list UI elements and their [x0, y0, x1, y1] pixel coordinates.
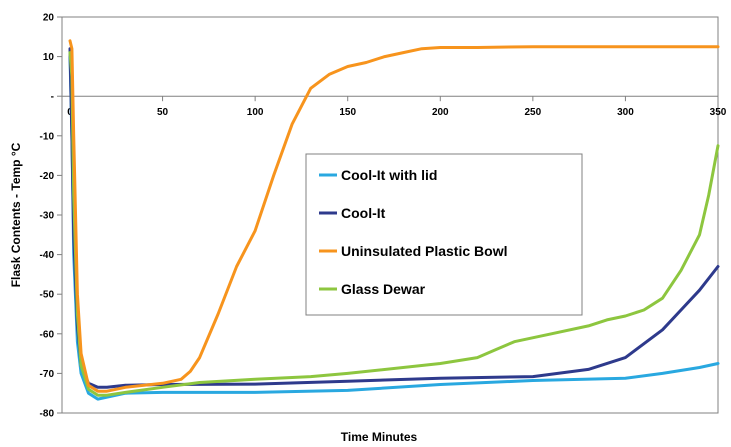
legend-label: Cool-It with lid: [341, 167, 437, 183]
y-tick-label: 10: [43, 52, 55, 63]
series-lines: [68, 39, 720, 401]
y-tick-label: -60: [40, 329, 55, 340]
y-tick-label: -50: [40, 290, 55, 301]
y-axis-title: Flask Contents - Temp °C: [9, 142, 23, 287]
legend-label: Glass Dewar: [341, 281, 426, 297]
y-tick-label: 20: [43, 13, 55, 24]
legend-label: Cool-It: [341, 205, 386, 221]
x-tick-label: 350: [710, 107, 727, 118]
y-tick-label: -: [51, 92, 54, 103]
legend-box: [305, 153, 583, 316]
series-line-uninsulated-plastic-bowl: [68, 39, 720, 393]
x-tick-label: 150: [339, 107, 356, 118]
x-axis-title: Time Minutes: [341, 430, 418, 444]
legend: Cool-It with lid Cool-It Uninsulated Plast…: [305, 153, 583, 316]
y-tick-label: -20: [40, 171, 55, 182]
series-line-glass-dewar: [68, 51, 720, 397]
x-tick-label: 300: [617, 107, 634, 118]
y-tick-label: -10: [40, 131, 55, 142]
y-tick-label: -40: [40, 250, 55, 261]
legend-label: Uninsulated Plastic Bowl: [341, 243, 507, 259]
y-tick-label: -30: [40, 211, 55, 222]
y-axis: 20 10 - -10 -20 -30 -40 -50 -60 -70 -80: [40, 13, 62, 420]
x-tick-label: 250: [525, 107, 542, 118]
x-tick-label: 100: [247, 107, 264, 118]
y-tick-label: -70: [40, 369, 55, 380]
x-tick-label: 50: [157, 107, 169, 118]
x-tick-label: 200: [432, 107, 449, 118]
y-tick-label: -80: [40, 409, 55, 420]
